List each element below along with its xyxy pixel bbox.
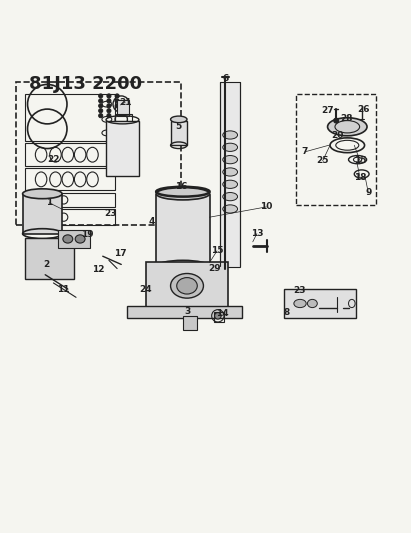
Circle shape (99, 99, 103, 103)
Bar (115, 115, 132, 120)
Bar (156, 195, 210, 266)
Ellipse shape (307, 300, 317, 308)
Text: 12: 12 (92, 265, 105, 274)
Text: 81J13 2200: 81J13 2200 (29, 75, 142, 93)
Circle shape (107, 109, 111, 113)
Text: 11: 11 (58, 285, 70, 294)
Ellipse shape (63, 235, 73, 243)
Circle shape (107, 99, 111, 103)
Bar (25, 143, 115, 166)
Text: 17: 17 (114, 249, 126, 258)
Ellipse shape (223, 180, 238, 188)
Ellipse shape (294, 300, 306, 308)
Ellipse shape (156, 188, 210, 200)
Bar (296, 94, 376, 205)
Bar (25, 168, 115, 190)
Text: 28: 28 (340, 115, 353, 124)
Text: 6: 6 (222, 74, 229, 83)
Text: 22: 22 (47, 155, 60, 164)
Text: 13: 13 (251, 229, 263, 238)
Bar (220, 82, 240, 266)
Circle shape (334, 118, 339, 123)
Ellipse shape (223, 168, 238, 176)
Bar (16, 82, 181, 225)
Text: 23: 23 (293, 286, 305, 295)
Text: 20: 20 (331, 131, 343, 140)
Bar (25, 238, 74, 279)
Bar (171, 120, 187, 146)
Ellipse shape (223, 131, 238, 139)
Bar (214, 312, 224, 322)
Circle shape (115, 94, 119, 98)
Text: 9: 9 (365, 188, 372, 197)
Ellipse shape (328, 118, 367, 136)
Circle shape (107, 94, 111, 98)
Text: 10: 10 (260, 203, 272, 212)
Bar (106, 120, 139, 176)
Ellipse shape (23, 189, 62, 199)
Text: 3: 3 (184, 307, 190, 316)
Circle shape (115, 104, 119, 108)
Circle shape (99, 109, 103, 113)
Circle shape (215, 312, 221, 319)
Ellipse shape (75, 235, 85, 243)
Ellipse shape (223, 156, 238, 164)
Text: 2: 2 (43, 260, 49, 269)
Circle shape (99, 104, 103, 108)
Text: 1: 1 (46, 198, 53, 207)
Bar (117, 100, 129, 117)
Text: 18: 18 (354, 173, 366, 182)
Ellipse shape (223, 192, 238, 201)
Bar (25, 209, 115, 225)
Bar (23, 195, 62, 233)
Text: 16: 16 (175, 182, 187, 191)
Bar (25, 94, 115, 141)
Text: 27: 27 (322, 106, 334, 115)
Circle shape (99, 94, 103, 98)
Text: 5: 5 (175, 122, 182, 131)
Text: 26: 26 (357, 105, 369, 114)
Text: 25: 25 (316, 156, 329, 165)
Ellipse shape (223, 143, 238, 151)
Text: 29: 29 (208, 264, 221, 273)
Circle shape (115, 99, 119, 103)
Text: 21: 21 (119, 98, 132, 107)
Text: 15: 15 (211, 246, 223, 255)
Bar (127, 305, 242, 318)
Bar (58, 230, 90, 248)
Bar (146, 262, 228, 310)
Text: 7: 7 (302, 147, 308, 156)
Bar (183, 316, 197, 330)
Text: 4: 4 (149, 217, 155, 226)
Circle shape (107, 114, 111, 118)
Circle shape (99, 114, 103, 118)
Ellipse shape (223, 205, 238, 213)
Bar (25, 192, 115, 207)
Circle shape (107, 104, 111, 108)
Text: 19: 19 (81, 230, 94, 239)
Ellipse shape (171, 116, 187, 123)
Ellipse shape (177, 278, 197, 294)
Text: 14: 14 (216, 309, 228, 318)
Text: 15: 15 (354, 156, 366, 165)
Text: 8: 8 (283, 308, 290, 317)
Text: 23: 23 (104, 209, 116, 219)
Bar (284, 289, 356, 318)
Ellipse shape (171, 273, 203, 298)
Text: 24: 24 (140, 285, 152, 294)
